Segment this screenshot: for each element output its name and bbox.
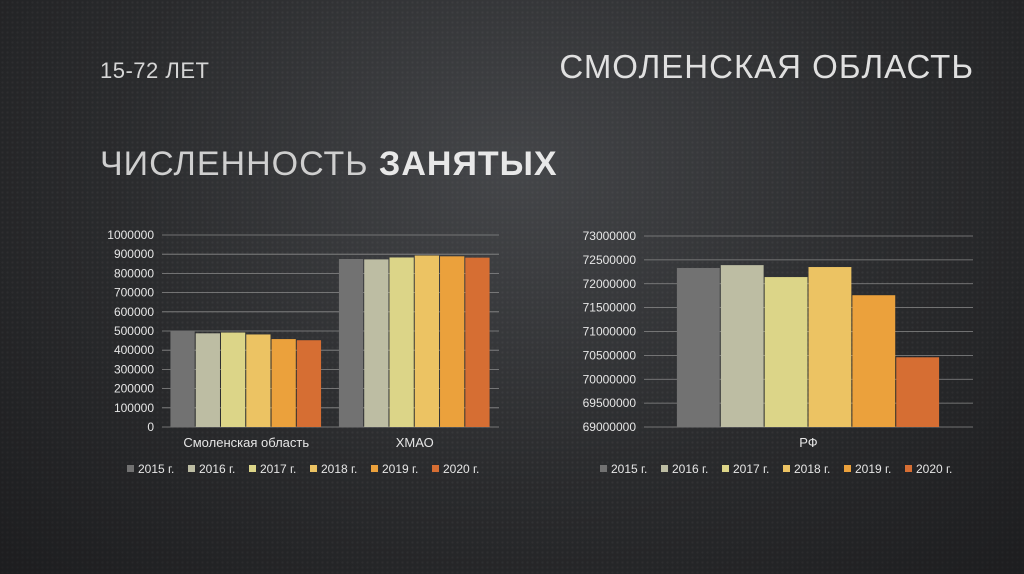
legend-entry: 2016 г. — [199, 462, 235, 476]
region-title: СМОЛЕНСКАЯ ОБЛАСТЬ — [559, 48, 974, 85]
legend-entry: 2015 г. — [138, 462, 174, 476]
legend-swatch — [310, 465, 317, 472]
legend-entry: 2018 г. — [321, 462, 357, 476]
y-tick-label: 900000 — [114, 247, 154, 261]
legend-entry: 2020 г. — [916, 462, 952, 476]
y-tick-label: 500000 — [114, 324, 154, 338]
legend-swatch — [371, 465, 378, 472]
y-tick-label: 70000000 — [583, 372, 637, 386]
y-tick-label: 100000 — [114, 401, 154, 415]
y-tick-label: 72000000 — [583, 277, 637, 291]
heading-bold: ЗАНЯТЫХ — [379, 145, 558, 183]
legend-swatch — [600, 465, 607, 472]
y-tick-label: 1000000 — [107, 228, 154, 242]
legend-swatch — [249, 465, 256, 472]
legend-swatch — [188, 465, 195, 472]
bar — [296, 340, 322, 427]
bar — [338, 259, 364, 427]
legend-swatch — [661, 465, 668, 472]
bar — [414, 255, 440, 427]
legend-entry: 2017 г. — [733, 462, 769, 476]
bar — [195, 333, 220, 427]
y-tick-label: 200000 — [114, 382, 154, 396]
y-tick-label: 0 — [147, 420, 154, 434]
y-tick-label: 600000 — [114, 305, 154, 319]
bar — [896, 357, 940, 427]
bar — [440, 256, 465, 427]
legend-swatch — [127, 465, 134, 472]
legend-entry: 2020 г. — [443, 462, 479, 476]
bar — [271, 339, 296, 427]
y-tick-label: 69000000 — [583, 420, 637, 434]
legend-swatch — [432, 465, 439, 472]
legend-entry: 2018 г. — [794, 462, 830, 476]
y-tick-label: 71500000 — [583, 301, 637, 315]
y-tick-label: 71000000 — [583, 325, 637, 339]
bar — [720, 265, 764, 427]
legend-swatch — [905, 465, 912, 472]
x-category-label: РФ — [799, 435, 818, 450]
y-tick-label: 400000 — [114, 343, 154, 357]
legend-swatch — [783, 465, 790, 472]
legend-entry: 2019 г. — [855, 462, 891, 476]
slide-heading: ЧИСЛЕННОСТЬ ЗАНЯТЫХ — [100, 145, 558, 184]
y-tick-label: 72500000 — [583, 253, 637, 267]
x-category-label: ХМАО — [396, 435, 434, 450]
y-tick-label: 73000000 — [583, 229, 637, 243]
bar — [465, 257, 490, 427]
age-range-label: 15-72 ЛЕТ — [100, 58, 210, 83]
bar — [389, 257, 414, 427]
legend-entry: 2015 г. — [611, 462, 647, 476]
bar — [246, 334, 271, 427]
y-tick-label: 700000 — [114, 286, 154, 300]
y-tick-label: 69500000 — [583, 396, 637, 410]
y-tick-label: 300000 — [114, 362, 154, 376]
legend-entry: 2016 г. — [672, 462, 708, 476]
legend-swatch — [844, 465, 851, 472]
x-category-label: Смоленская область — [183, 435, 309, 450]
legend-entry: 2019 г. — [382, 462, 418, 476]
bar — [364, 259, 389, 427]
bar — [808, 267, 852, 427]
y-tick-label: 800000 — [114, 266, 154, 280]
y-tick-label: 70500000 — [583, 348, 637, 362]
legend-swatch — [722, 465, 729, 472]
legend-entry: 2017 г. — [260, 462, 296, 476]
bar — [852, 295, 896, 427]
bar — [220, 332, 246, 427]
heading-regular: ЧИСЛЕННОСТЬ — [100, 145, 369, 183]
bar — [170, 331, 195, 427]
bar — [676, 267, 720, 427]
bar — [764, 277, 808, 427]
